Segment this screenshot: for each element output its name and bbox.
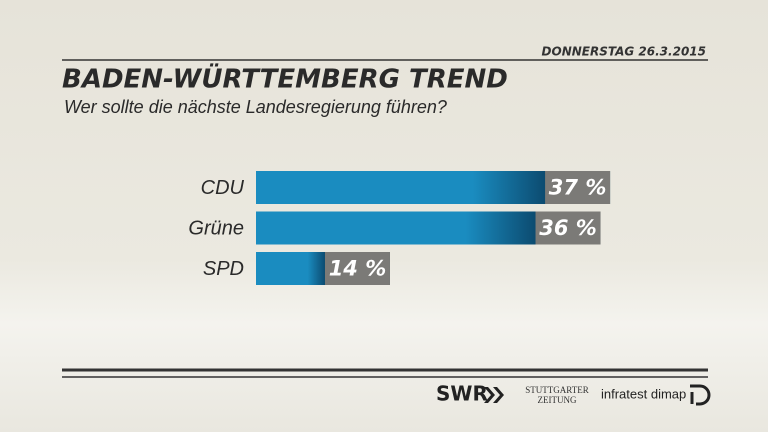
category-label: Grüne (188, 217, 244, 239)
date: DONNERSTAG 26.3.2015 (542, 45, 706, 59)
subtitle: Wer sollte die nächste Landesregierung f… (64, 97, 447, 117)
category-label: SPD (203, 258, 244, 280)
value-label: 36 % (539, 216, 597, 240)
value-box (324, 252, 390, 285)
category-label: CDU (201, 177, 245, 199)
logo-swr: SWR (436, 382, 488, 406)
value-label: 14 % (329, 257, 387, 281)
logo-icon (690, 384, 711, 406)
value-label: 37 % (549, 176, 607, 200)
value-box (545, 171, 611, 204)
logo-stz: STUTTGARTER (525, 385, 588, 395)
logo-arrows (484, 387, 504, 403)
logo-infratest: infratest dimap (601, 386, 686, 401)
value-box (535, 211, 601, 245)
chart-title: BADEN-WÜRTTEMBERG TREND (62, 62, 508, 95)
logo-stz: ZEITUNG (538, 395, 577, 405)
